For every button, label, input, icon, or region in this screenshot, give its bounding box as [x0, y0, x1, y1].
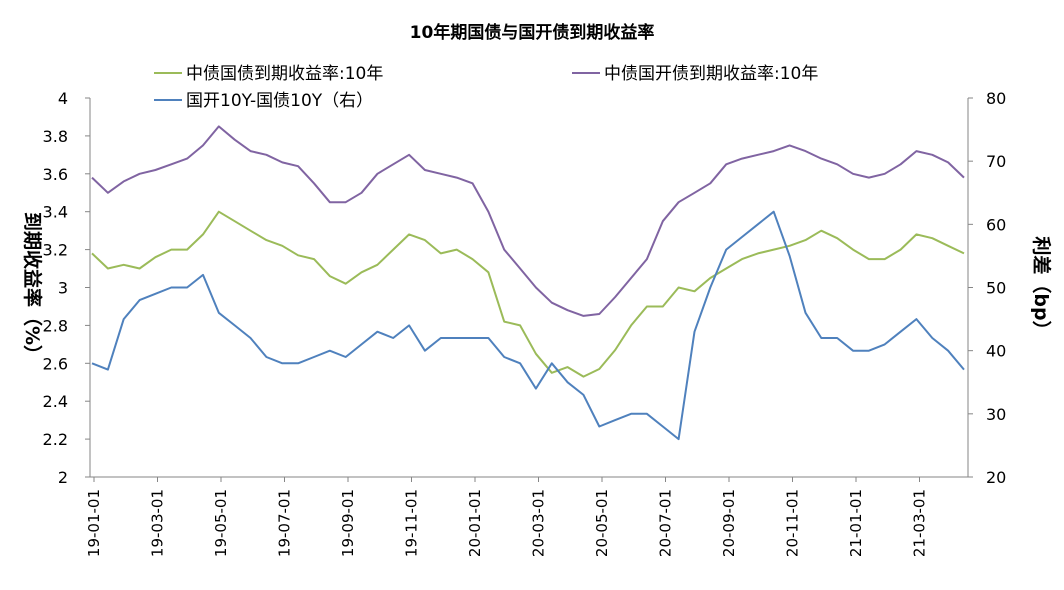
- right-tick-label: 80: [986, 89, 1006, 108]
- x-tick-label: 20-05-01: [593, 489, 611, 557]
- x-tick-label: 19-03-01: [149, 489, 167, 557]
- left-tick-label: 3.8: [43, 127, 68, 146]
- x-tick-label: 20-03-01: [530, 489, 548, 557]
- legend-label: 国开10Y-国债10Y（右）: [186, 91, 373, 111]
- x-tick-label: 21-03-01: [911, 489, 929, 557]
- x-tick-label: 19-05-01: [212, 489, 230, 557]
- series-line-3: [91, 210, 965, 441]
- right-tick-label: 30: [986, 405, 1006, 424]
- left-tick-label: 2.8: [43, 316, 68, 335]
- right-axis-label: 利差（bp）: [1030, 236, 1053, 339]
- left-tick-label: 3.6: [43, 165, 68, 184]
- legend-item: 中债国开债到期收益率:10年: [572, 64, 818, 84]
- series-line-2: [91, 125, 965, 317]
- left-tick-label: 2.2: [43, 430, 68, 449]
- x-tick-label: 20-09-01: [720, 489, 738, 557]
- left-tick-label: 2: [58, 468, 68, 487]
- x-tick-label: 20-01-01: [466, 489, 484, 557]
- left-tick-label: 3.4: [43, 203, 68, 222]
- legend-item: 中债国债到期收益率:10年: [154, 64, 383, 84]
- x-tick-label: 21-01-01: [847, 489, 865, 557]
- right-axis-ticks: 20 30 40 50 60 70 80: [968, 89, 1006, 487]
- right-tick-label: 20: [986, 468, 1006, 487]
- right-tick-label: 70: [986, 152, 1006, 171]
- x-tick-label: 19-11-01: [403, 489, 421, 557]
- series-lines: [91, 125, 965, 441]
- plot-area: 2 2.2 2.4 2.6 2.8 3 3.2 3.4 3.6 3.8 4 20 30 40 50 60 70…: [43, 89, 1007, 557]
- left-tick-label: 2.4: [43, 392, 68, 411]
- legend-label: 中债国开债到期收益率:10年: [604, 64, 818, 84]
- left-axis-label: 到期收益率（%）: [21, 212, 44, 364]
- legend-item: 国开10Y-国债10Y（右）: [154, 91, 373, 111]
- left-tick-label: 2.6: [43, 354, 68, 373]
- x-tick-label: 19-07-01: [276, 489, 294, 557]
- legend: 中债国债到期收益率:10年 中债国开债到期收益率:10年国开10Y-国债10Y（右…: [154, 64, 818, 111]
- x-tick-label: 20-07-01: [657, 489, 675, 557]
- chart-title: 10年期国债与国开债到期收益率: [410, 22, 655, 43]
- x-tick-label: 19-09-01: [339, 489, 357, 557]
- series-line-1: [91, 210, 965, 378]
- legend-label: 中债国债到期收益率:10年: [186, 64, 383, 84]
- x-tick-label: 19-01-01: [85, 489, 103, 557]
- left-tick-label: 3: [58, 279, 68, 298]
- left-axis-ticks: 2 2.2 2.4 2.6 2.8 3 3.2 3.4 3.6 3.8 4: [43, 89, 90, 487]
- x-axis-ticks: 19-01-01 19-03-01 19-05-01 19-07-01 19-09-01…: [85, 477, 929, 557]
- right-tick-label: 60: [986, 215, 1006, 234]
- x-tick-label: 20-11-01: [784, 489, 802, 557]
- left-tick-label: 3.2: [43, 241, 68, 260]
- right-tick-label: 40: [986, 342, 1006, 361]
- left-tick-label: 4: [58, 89, 68, 108]
- right-tick-label: 50: [986, 279, 1006, 298]
